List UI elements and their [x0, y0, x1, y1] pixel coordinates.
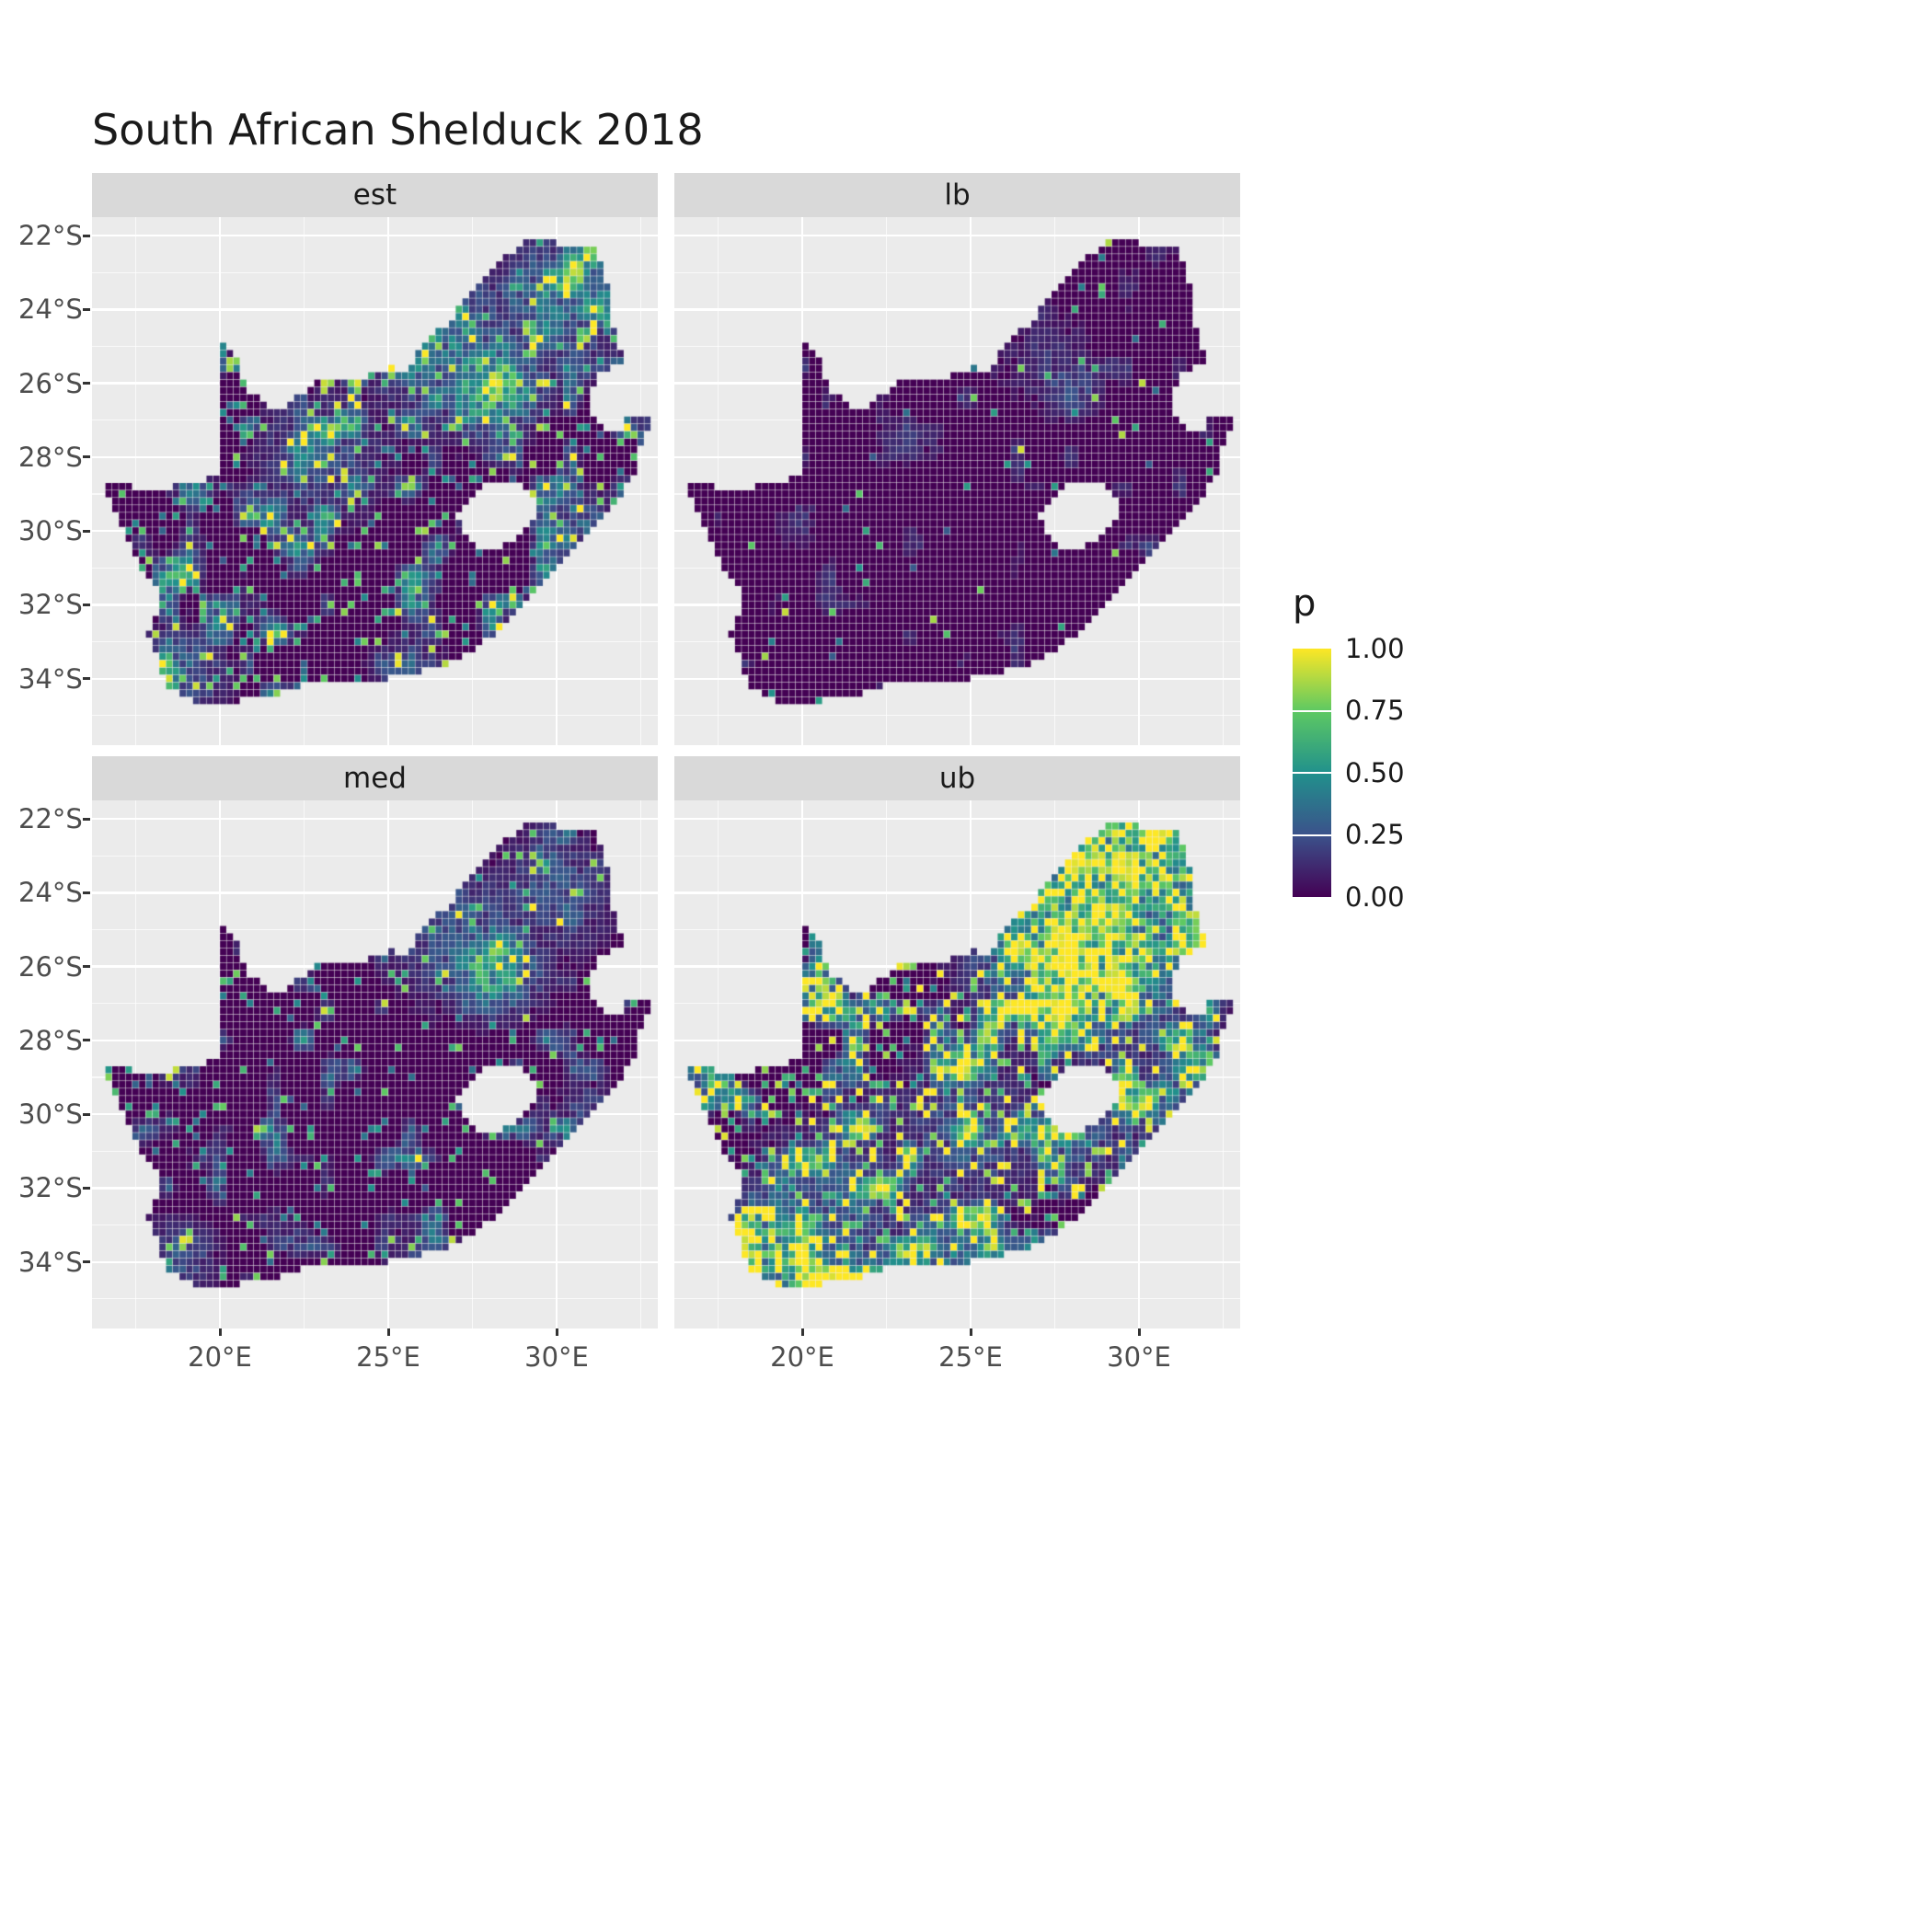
- facet-strip-lb: lb: [674, 173, 1240, 217]
- axis-tick: [800, 1328, 804, 1336]
- facet-strip-label: est: [352, 178, 397, 212]
- facet-strip-label: med: [343, 762, 407, 795]
- axis-tick: [83, 529, 90, 533]
- axis-tick: [83, 817, 90, 821]
- map-raster-med: [92, 800, 658, 1328]
- chart-title: South African Shelduck 2018: [92, 105, 704, 155]
- legend-tick-label: 1.00: [1345, 633, 1405, 664]
- legend-break-tick: [1293, 772, 1331, 774]
- map-raster-ub: [674, 800, 1240, 1328]
- facet-strip-med: med: [92, 756, 658, 800]
- axis-tick: [83, 1260, 90, 1264]
- y-axis-tick-label: 30°S: [18, 1098, 83, 1130]
- axis-tick: [83, 455, 90, 459]
- facet-panel-est: [92, 217, 658, 745]
- facet-strip-label: lb: [944, 178, 971, 212]
- axis-tick: [83, 1039, 90, 1042]
- legend-tick-label: 0.00: [1345, 881, 1405, 913]
- y-axis-tick-label: 34°S: [18, 663, 83, 695]
- axis-tick: [83, 677, 90, 681]
- y-axis-tick-label: 32°S: [18, 589, 83, 620]
- legend-break-tick: [1293, 709, 1331, 712]
- facet-panel-med: [92, 800, 658, 1328]
- axis-tick: [969, 1328, 972, 1336]
- axis-tick: [386, 1328, 390, 1336]
- x-axis-tick-label: 20°E: [770, 1341, 834, 1373]
- x-axis-tick-label: 30°E: [1107, 1341, 1171, 1373]
- y-axis-tick-label: 32°S: [18, 1172, 83, 1203]
- y-axis-tick-label: 24°S: [18, 293, 83, 325]
- legend-colorbar: [1293, 649, 1331, 897]
- axis-tick: [83, 891, 90, 894]
- axis-tick: [555, 1328, 558, 1336]
- facet-panel-ub: [674, 800, 1240, 1328]
- y-axis-tick-label: 26°S: [18, 951, 83, 983]
- facet-panel-lb: [674, 217, 1240, 745]
- y-axis-tick-label: 26°S: [18, 368, 83, 399]
- axis-tick: [83, 965, 90, 969]
- y-axis-tick-label: 34°S: [18, 1247, 83, 1278]
- facet-strip-est: est: [92, 173, 658, 217]
- axis-tick: [83, 603, 90, 606]
- axis-tick: [83, 307, 90, 311]
- y-axis-tick-label: 28°S: [18, 1025, 83, 1056]
- axis-tick: [83, 234, 90, 237]
- axis-tick: [1137, 1328, 1141, 1336]
- legend-tick-label: 0.50: [1345, 757, 1405, 788]
- legend-tick-label: 0.75: [1345, 695, 1405, 726]
- x-axis-tick-label: 25°E: [356, 1341, 420, 1373]
- facet-strip-ub: ub: [674, 756, 1240, 800]
- y-axis-tick-label: 24°S: [18, 877, 83, 908]
- facet-strip-label: ub: [938, 762, 976, 795]
- x-axis-tick-label: 30°E: [524, 1341, 589, 1373]
- x-axis-tick-label: 25°E: [938, 1341, 1003, 1373]
- axis-tick: [218, 1328, 222, 1336]
- legend-title: p: [1293, 582, 1317, 625]
- y-axis-tick-label: 28°S: [18, 442, 83, 473]
- map-raster-est: [92, 217, 658, 745]
- map-raster-lb: [674, 217, 1240, 745]
- y-axis-tick-label: 22°S: [18, 803, 83, 834]
- y-axis-tick-label: 22°S: [18, 220, 83, 251]
- axis-tick: [83, 382, 90, 385]
- axis-tick: [83, 1112, 90, 1116]
- legend-break-tick: [1293, 834, 1331, 836]
- y-axis-tick-label: 30°S: [18, 515, 83, 546]
- legend-tick-label: 0.25: [1345, 819, 1405, 850]
- x-axis-tick-label: 20°E: [188, 1341, 252, 1373]
- axis-tick: [83, 1186, 90, 1190]
